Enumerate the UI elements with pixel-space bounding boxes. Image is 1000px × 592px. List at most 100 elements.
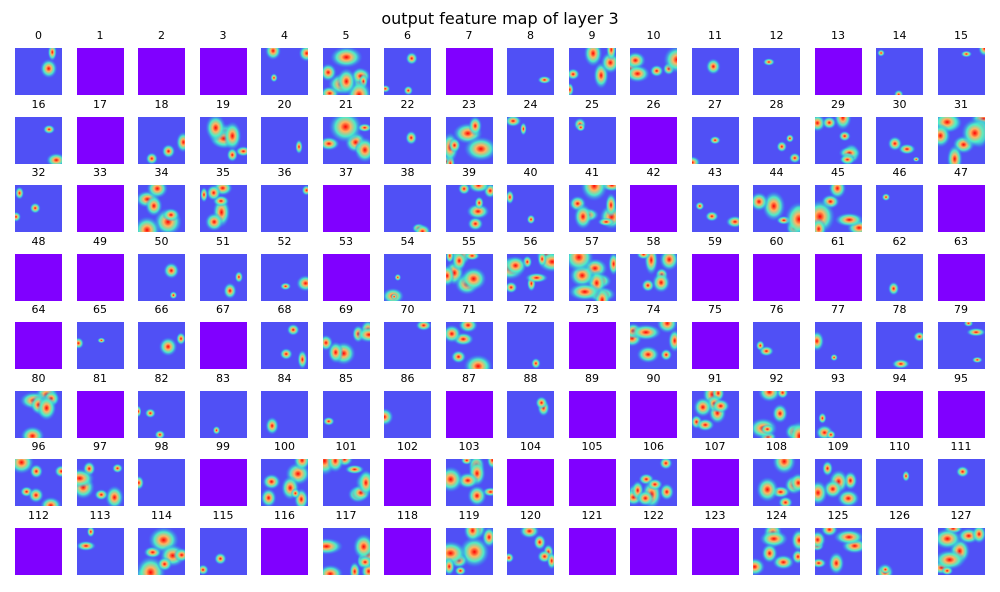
channel-label: 108	[766, 440, 787, 453]
channel-label: 36	[277, 166, 292, 179]
activation-blob	[663, 48, 677, 74]
channel-label: 32	[31, 166, 46, 179]
activation-blob	[457, 185, 470, 195]
channel-label: 65	[93, 303, 107, 316]
activation-blob	[607, 253, 616, 276]
activation-blob	[636, 345, 660, 364]
channel-label: 45	[831, 166, 845, 179]
feature-map-tile	[507, 322, 554, 369]
feature-map-tile	[76, 459, 124, 506]
activation-blob	[199, 563, 209, 575]
activation-blob	[652, 271, 671, 293]
activation-blob	[814, 557, 826, 568]
channel-label: 97	[93, 440, 107, 453]
channel-label: 53	[339, 234, 353, 248]
activation-blob	[76, 468, 94, 488]
activation-blob	[776, 390, 789, 399]
tile-background	[507, 185, 554, 232]
activation-blob	[821, 116, 837, 129]
activation-blob	[348, 561, 360, 575]
activation-blob	[839, 154, 855, 164]
activation-blob	[261, 488, 277, 506]
tile-background	[630, 527, 677, 575]
channel-label: 34	[154, 166, 169, 179]
channel-label: 29	[831, 97, 845, 111]
activation-blob	[169, 290, 178, 299]
feature-map-tile	[876, 116, 923, 164]
feature-map-tile	[138, 253, 185, 301]
channel-label: 1	[96, 29, 104, 42]
activation-blob	[531, 357, 541, 369]
activation-blob	[828, 185, 846, 199]
tile-background	[322, 390, 370, 438]
channel-label: 21	[339, 97, 353, 111]
channel-label: 16	[31, 97, 46, 111]
feature-map-tile	[753, 48, 800, 95]
channel-label: 51	[216, 234, 230, 248]
activation-blob	[791, 528, 800, 552]
activation-blob	[692, 396, 712, 417]
channel-label: 120	[520, 508, 541, 522]
feature-map-tile	[630, 116, 677, 164]
activation-blob	[352, 533, 370, 560]
activation-blob	[772, 403, 788, 423]
channel-label: 107	[704, 440, 726, 453]
channel-label: 115	[212, 508, 234, 522]
channel-label: 101	[335, 440, 357, 453]
tile-background	[76, 116, 124, 164]
channel-label: 12	[769, 29, 784, 42]
channel-label: 43	[708, 166, 722, 179]
activation-blob	[270, 73, 278, 83]
tile-background	[15, 322, 62, 369]
channel-label: 99	[216, 440, 230, 453]
activation-blob	[912, 156, 920, 162]
tile-background	[630, 185, 677, 232]
activation-blob	[891, 359, 910, 369]
tile-background	[138, 48, 185, 95]
activation-blob	[111, 463, 123, 474]
channel-label: 17	[93, 97, 107, 111]
activation-blob	[460, 266, 487, 291]
feature-map-tile	[261, 390, 308, 438]
activation-blob	[893, 89, 904, 95]
channel-label: 39	[462, 166, 476, 179]
activation-blob	[76, 337, 84, 350]
tile-background	[76, 48, 124, 95]
tile-background	[76, 322, 124, 369]
activation-blob	[40, 58, 58, 79]
activation-blob	[467, 216, 483, 231]
channel-label: 42	[646, 166, 661, 179]
tile-background	[138, 459, 185, 506]
activation-blob	[649, 64, 664, 77]
feature-map-tile	[199, 253, 247, 301]
feature-map-tile	[507, 116, 554, 164]
feature-map-tile	[937, 322, 985, 369]
activation-blob	[54, 465, 62, 478]
activation-blob	[37, 394, 57, 421]
feature-map-tile	[507, 185, 554, 232]
feature-map-tile	[138, 116, 185, 164]
feature-map-tile	[937, 459, 985, 506]
channel-label: 78	[892, 303, 907, 316]
activation-blob	[162, 208, 180, 222]
activation-blob	[328, 116, 362, 143]
activation-blob	[660, 348, 673, 361]
tile-background	[568, 390, 616, 438]
activation-blob	[977, 48, 985, 57]
activation-blob	[711, 398, 730, 413]
channel-label: 126	[889, 508, 910, 522]
activation-blob	[222, 120, 241, 151]
activation-blob	[937, 123, 951, 147]
feature-map-tile	[814, 253, 862, 301]
activation-blob	[466, 185, 490, 193]
activation-blob	[146, 185, 169, 199]
activation-blob	[322, 416, 335, 426]
activation-blob	[630, 324, 662, 341]
channel-label: 93	[831, 371, 845, 385]
feature-map-tile	[76, 48, 124, 95]
feature-map-tile	[507, 390, 554, 438]
activation-blob	[173, 547, 185, 562]
feature-map-tile	[322, 48, 370, 95]
feature-map-tile	[445, 390, 493, 438]
feature-map-tile	[445, 185, 493, 232]
